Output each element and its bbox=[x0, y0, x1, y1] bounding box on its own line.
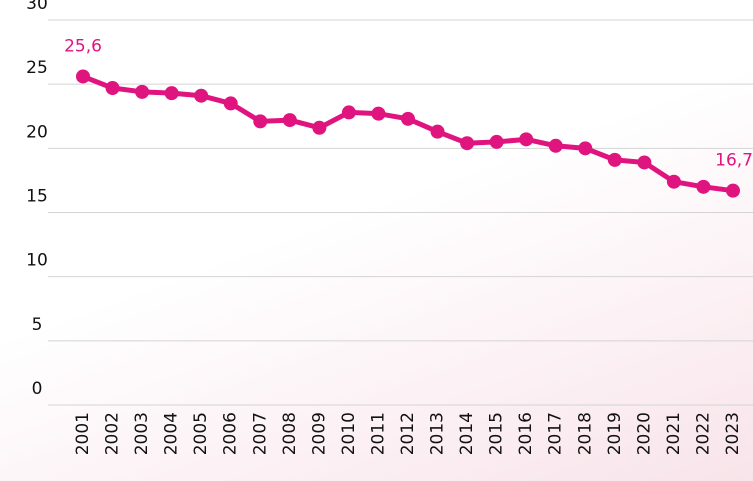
x-tick-label: 2021 bbox=[664, 412, 684, 455]
x-tick-label: 2015 bbox=[487, 412, 507, 455]
x-tick-label: 2010 bbox=[339, 412, 359, 455]
data-point bbox=[430, 124, 445, 139]
data-point bbox=[578, 141, 593, 156]
x-tick-label: 2004 bbox=[162, 412, 182, 455]
y-tick-label: 0 bbox=[32, 379, 43, 399]
y-tick-label: 5 bbox=[32, 315, 43, 335]
x-tick-label: 2019 bbox=[605, 412, 625, 455]
x-tick-label: 2022 bbox=[693, 412, 713, 455]
y-tick-label: 15 bbox=[26, 187, 48, 207]
data-point bbox=[696, 179, 711, 194]
x-tick-label: 2012 bbox=[398, 412, 418, 455]
data-point bbox=[341, 105, 356, 120]
x-tick-label: 2023 bbox=[723, 412, 743, 455]
data-point bbox=[282, 113, 297, 128]
data-point bbox=[548, 138, 563, 153]
y-tick-label: 20 bbox=[26, 122, 48, 142]
x-tick-label: 2014 bbox=[457, 412, 477, 455]
data-point bbox=[607, 152, 622, 167]
data-point bbox=[135, 84, 150, 99]
data-point bbox=[637, 155, 652, 170]
data-point bbox=[401, 111, 415, 126]
x-tick-label: 2009 bbox=[309, 412, 329, 455]
x-tick-label: 2001 bbox=[73, 412, 93, 455]
x-tick-label: 2011 bbox=[368, 412, 388, 455]
x-tick-label: 2002 bbox=[103, 412, 123, 455]
x-tick-label: 2017 bbox=[546, 412, 566, 455]
x-tick-label: 2020 bbox=[634, 412, 654, 455]
x-tick-label: 2016 bbox=[516, 412, 536, 455]
y-tick-label: 30 bbox=[26, 0, 48, 14]
data-point bbox=[164, 86, 179, 101]
x-tick-label: 2005 bbox=[191, 412, 211, 455]
y-tick-label: 25 bbox=[26, 58, 48, 78]
data-point bbox=[460, 136, 475, 151]
data-point bbox=[253, 114, 268, 129]
data-point bbox=[194, 88, 209, 103]
data-line bbox=[82, 74, 734, 194]
x-tick-label: 2006 bbox=[221, 412, 241, 455]
data-point bbox=[519, 132, 534, 147]
x-tick-label: 2018 bbox=[575, 412, 595, 455]
y-tick-label: 10 bbox=[26, 251, 48, 271]
data-point bbox=[105, 81, 120, 96]
data-point bbox=[489, 134, 504, 149]
x-tick-label: 2003 bbox=[132, 412, 152, 455]
data-point bbox=[76, 69, 90, 84]
data-point bbox=[371, 106, 386, 121]
data-label: 16,7 bbox=[715, 151, 753, 171]
x-tick-label: 2008 bbox=[280, 412, 300, 455]
data-point bbox=[666, 174, 681, 189]
data-point bbox=[223, 96, 238, 111]
data-label: 25,6 bbox=[64, 36, 102, 56]
data-point bbox=[726, 183, 740, 198]
x-tick-label: 2013 bbox=[428, 412, 448, 455]
data-point bbox=[312, 120, 327, 135]
x-tick-label: 2007 bbox=[250, 412, 270, 455]
